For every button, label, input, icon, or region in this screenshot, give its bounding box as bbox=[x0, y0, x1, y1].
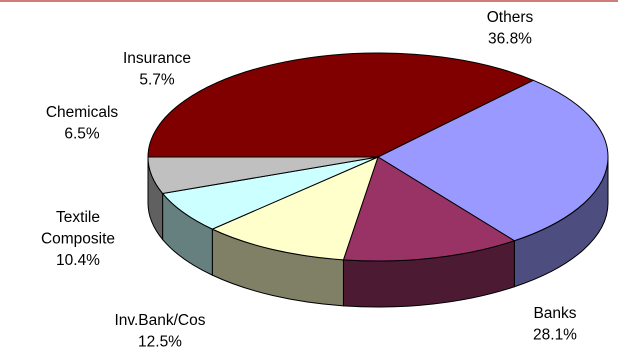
pie-slice-0 bbox=[147, 52, 535, 158]
pie-tops bbox=[147, 52, 609, 262]
pie-labels: Others 36.8% Banks 28.1% Inv.Bank/Cos 12.5% Te… bbox=[41, 9, 577, 350]
slice-label-5: Insurance 5.7% bbox=[123, 50, 191, 88]
pie-slice-3 bbox=[211, 156, 379, 261]
slice-label-1: Banks 28.1% bbox=[533, 305, 577, 343]
slice-label-2: Inv.Bank/Cos 12.5% bbox=[114, 312, 205, 350]
slice-label-3: Textile Composite 10.4% bbox=[41, 209, 115, 269]
pie-sides bbox=[147, 156, 609, 308]
pie-slice-2 bbox=[342, 156, 516, 262]
pie-slice-5 bbox=[147, 156, 379, 194]
slice-label-4: Chemicals 6.5% bbox=[46, 104, 119, 142]
slice-label-0: Others 36.8% bbox=[487, 9, 534, 47]
pie-slice-1 bbox=[376, 79, 609, 242]
